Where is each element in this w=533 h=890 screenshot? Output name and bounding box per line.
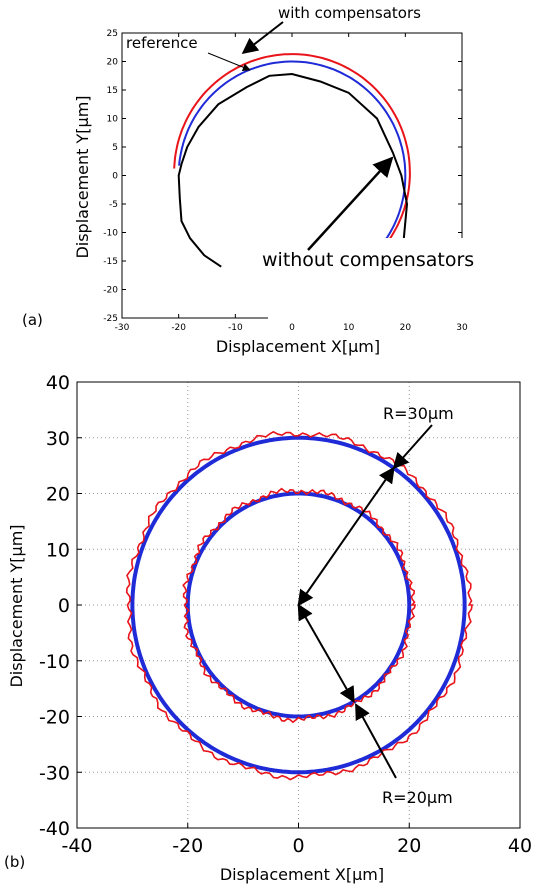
chart-a-ytick-label: -10: [103, 229, 118, 239]
chart-b-ytick-label: 40: [46, 372, 70, 394]
chart-a-ytick-label: 20: [107, 58, 119, 68]
chart-b-ytick-label: 30: [46, 428, 70, 450]
arrow-r30-radius: [297, 466, 395, 607]
chart-a-ytick-label: 15: [107, 86, 118, 96]
chart-b-ytick-label: 10: [46, 539, 70, 561]
chart-a-xlabel: Displacement X[µm]: [216, 337, 380, 356]
chart-a-xtick-label: 20: [400, 323, 412, 333]
chart-b-xtick-label: 20: [397, 835, 421, 857]
chart-a-ytick-label: -15: [103, 257, 118, 267]
chart-a-ytick-label: -25: [103, 314, 118, 324]
chart-b-ytick-label: -40: [39, 818, 70, 840]
chart-a-series-red: [173, 53, 411, 275]
arrow-r20-pointer: [354, 703, 397, 779]
chart-b-xlabel: Displacement X[µm]: [220, 865, 384, 884]
arrow-with-compensators: [241, 21, 284, 54]
chart-b-xtick-label: -40: [61, 835, 92, 857]
chart-a-series-blue: [178, 60, 407, 270]
arrow-without-compensators: [307, 156, 394, 251]
chart-b-xtick-label: -20: [172, 835, 203, 857]
arrow-r20-radius: [297, 603, 355, 703]
chart-a-series-black: [177, 72, 409, 268]
panel-b-tag: (b): [4, 853, 25, 871]
chart-a-ytick-label: 0: [112, 172, 118, 182]
chart-a-xtick-label: 30: [456, 323, 468, 333]
chart-b-ytick-label: 20: [46, 484, 70, 506]
chart-a-xtick-label: 0: [289, 323, 295, 333]
chart-b: -40 -20 0 20 40 -40 -30 -20 -10 0 10 20 30 40: [39, 372, 532, 857]
chart-b-series-red: [125, 430, 474, 781]
chart-b-ytick-label: -20: [39, 707, 70, 729]
chart-a-xtick-label: -20: [171, 323, 186, 333]
chart-a-ylabel: Displacement Y[µm]: [73, 95, 92, 258]
chart-a-ytick-label: 5: [112, 143, 118, 153]
annotation-r20: R=20µm: [382, 788, 453, 807]
chart-a-xtick-label: 10: [343, 323, 355, 333]
chart-b-ytick-label: 0: [58, 595, 70, 617]
chart-a-ytick-label: -5: [109, 200, 118, 210]
chart-a-ytick-label: 25: [107, 29, 118, 39]
chart-a-label-box: [268, 238, 518, 321]
chart-a-ytick-label: -20: [103, 286, 118, 296]
chart-a-xtick-label: -10: [228, 323, 243, 333]
arrow-r30-pointer: [392, 424, 433, 470]
panel-a-tag: (a): [22, 311, 43, 329]
annotation-without-compensators: without compensators: [262, 249, 474, 271]
annotation-r30: R=30µm: [383, 404, 454, 423]
annotation-with-compensators: with compensators: [278, 4, 421, 22]
chart-b-xtick-label: 0: [292, 835, 304, 857]
chart-a-ytick-label: 10: [107, 115, 119, 125]
arrow-reference: [207, 52, 251, 72]
chart-b-ylabel: Displacement Y[µm]: [7, 524, 26, 687]
chart-a-xtick-label: -30: [115, 323, 130, 333]
chart-b-xtick-label: 40: [508, 835, 532, 857]
annotation-reference: reference: [126, 34, 198, 52]
chart-b-ytick-label: -10: [39, 651, 70, 673]
chart-b-ytick-label: -30: [39, 762, 70, 784]
chart-a: -30 -20 -10 0 10 20 30 -25 -20 -15 -10 -5 0 5 10 15 20 25: [103, 21, 518, 333]
